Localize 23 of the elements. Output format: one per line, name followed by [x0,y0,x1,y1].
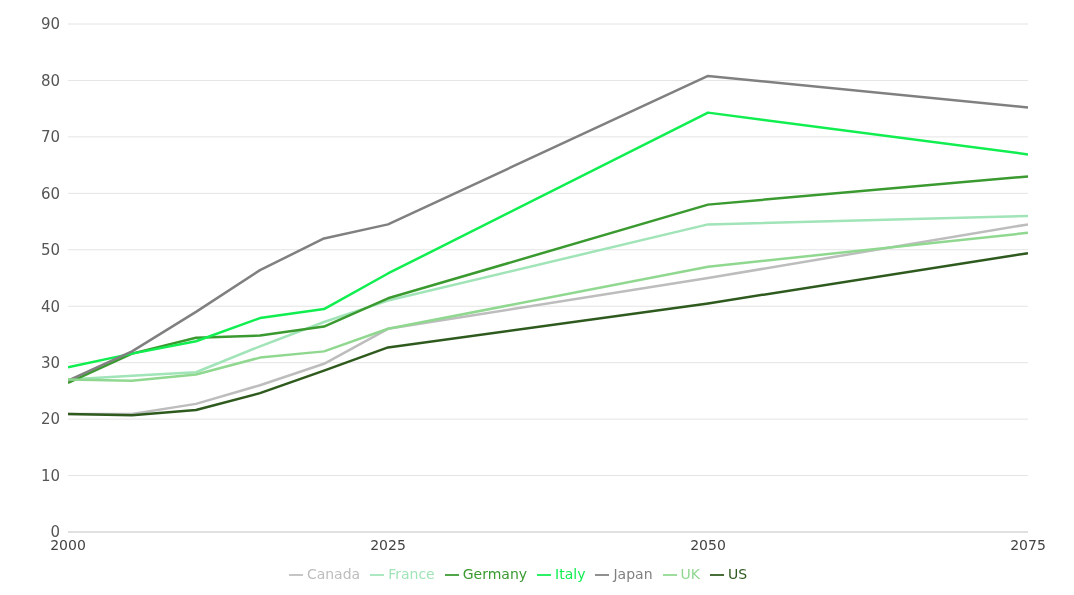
y-tick-label: 70 [40,128,60,147]
y-tick-label: 20 [40,410,60,429]
y-tick-label: 80 [40,71,60,90]
legend-label: Canada [306,566,361,582]
line-series [68,175,1028,385]
x-tick-label: 2025 [370,536,406,553]
y-tick-label: 30 [40,353,60,372]
legend-label: US [727,566,748,582]
x-tick-label: 2000 [50,536,86,553]
y-tick-label: 10 [40,466,60,485]
line-series [68,111,1028,369]
x-tick-label: 2050 [690,536,726,553]
y-tick-label: 90 [40,15,60,34]
legend-label: France [388,566,435,582]
y-tick-label: 40 [40,297,60,316]
legend-label: UK [680,566,700,582]
line-series [68,74,1028,382]
legend-label: Germany [462,566,528,582]
y-tick-label: 50 [40,241,60,260]
legend-label: Italy [555,566,586,582]
legend-label: Japan [613,566,653,582]
y-tick-label: 60 [40,184,60,203]
x-tick-label: 2075 [1010,536,1046,553]
